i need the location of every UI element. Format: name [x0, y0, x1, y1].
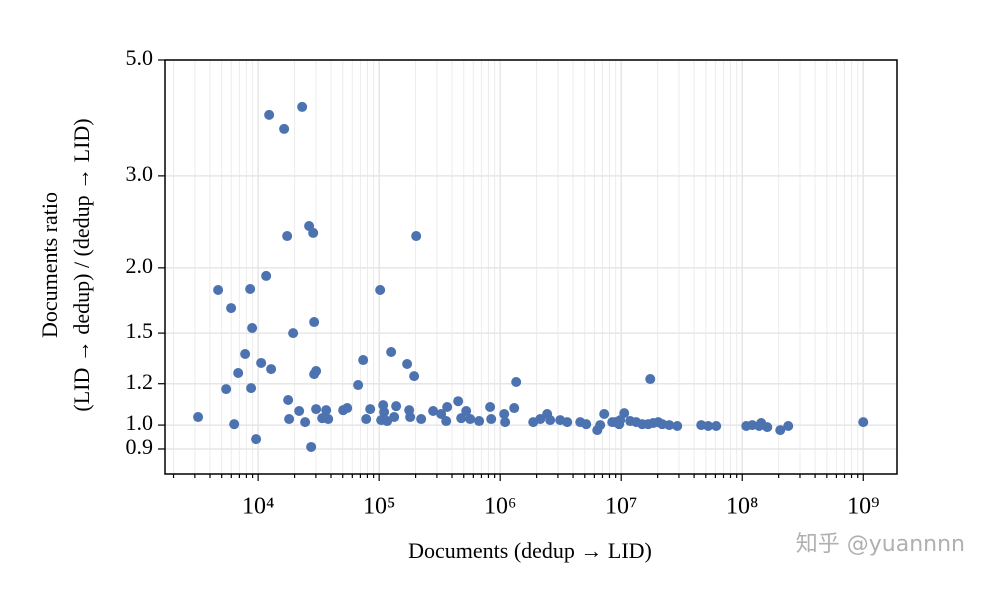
point	[311, 404, 322, 415]
point	[441, 416, 452, 427]
y-tick-label: 3.0	[126, 161, 154, 186]
point	[405, 412, 416, 423]
watermark: 知乎 @yuannnn	[796, 532, 965, 557]
point	[245, 283, 256, 294]
point	[279, 123, 290, 134]
point	[436, 409, 447, 420]
point	[409, 371, 420, 382]
point	[308, 227, 319, 238]
y-axis-label: Documents ratio	[37, 192, 62, 338]
point	[240, 348, 251, 359]
point	[858, 417, 869, 428]
x-tick-label: 10⁴	[242, 494, 274, 520]
point	[264, 109, 275, 120]
point	[251, 434, 262, 445]
point	[306, 441, 317, 452]
point	[213, 284, 224, 295]
x-tick-label: 10⁵	[363, 494, 395, 520]
y-tick-label: 1.2	[126, 369, 154, 394]
point	[283, 394, 294, 405]
x-tick-label: 10⁸	[726, 494, 758, 520]
point	[535, 414, 546, 425]
point	[300, 417, 311, 428]
point	[309, 317, 320, 328]
y-axis-label: (LID → dedup) / (dedup → LID)	[69, 118, 94, 411]
point	[256, 357, 267, 368]
point	[321, 405, 332, 416]
point	[509, 403, 520, 414]
x-tick-label: 10⁶	[484, 494, 516, 520]
y-tick-label: 1.5	[126, 318, 154, 343]
point	[282, 231, 293, 242]
y-tick-label: 0.9	[126, 434, 154, 459]
point	[595, 420, 606, 431]
x-axis-label: Documents (dedup → LID)	[408, 538, 652, 563]
point	[342, 403, 353, 414]
point	[499, 409, 510, 420]
point	[261, 270, 272, 281]
point	[711, 420, 722, 431]
point	[453, 396, 464, 407]
point	[247, 323, 258, 334]
point	[353, 380, 364, 391]
point	[416, 414, 427, 425]
plot-frame	[164, 59, 898, 475]
point	[461, 406, 472, 417]
point	[226, 303, 237, 314]
point	[562, 417, 573, 428]
point	[379, 407, 390, 418]
point	[233, 368, 244, 379]
point	[297, 101, 308, 112]
point	[645, 374, 656, 385]
point	[599, 409, 610, 420]
point	[500, 417, 511, 428]
point	[428, 406, 439, 417]
point	[783, 420, 794, 431]
point	[664, 420, 675, 431]
point	[619, 408, 630, 419]
point	[456, 413, 467, 424]
point	[581, 419, 592, 430]
x-tick-label: 10⁷	[605, 494, 637, 520]
point	[762, 422, 773, 433]
point	[193, 412, 204, 423]
point	[358, 355, 369, 366]
point	[266, 364, 277, 375]
point	[361, 414, 372, 425]
point	[375, 284, 386, 295]
point	[311, 366, 322, 377]
point	[288, 328, 299, 339]
point	[402, 358, 413, 369]
point	[365, 404, 376, 415]
point	[442, 401, 453, 412]
point	[221, 384, 232, 395]
x-tick-label: 10⁹	[847, 494, 879, 520]
point	[474, 416, 485, 427]
point	[386, 347, 397, 358]
point	[391, 401, 402, 412]
point	[485, 401, 496, 412]
point	[389, 412, 400, 423]
point	[294, 406, 305, 417]
y-tick-label: 2.0	[126, 253, 154, 278]
point	[411, 231, 422, 242]
y-tick-label: 1.0	[126, 410, 154, 435]
point	[775, 425, 786, 436]
point	[323, 414, 334, 425]
point	[486, 414, 497, 425]
point	[246, 383, 257, 394]
point	[703, 420, 714, 431]
point	[511, 377, 522, 388]
point	[545, 415, 556, 426]
y-tick-label: 5.0	[126, 45, 154, 70]
point	[229, 419, 240, 430]
point	[465, 414, 476, 425]
point	[672, 420, 683, 431]
point	[284, 414, 295, 425]
